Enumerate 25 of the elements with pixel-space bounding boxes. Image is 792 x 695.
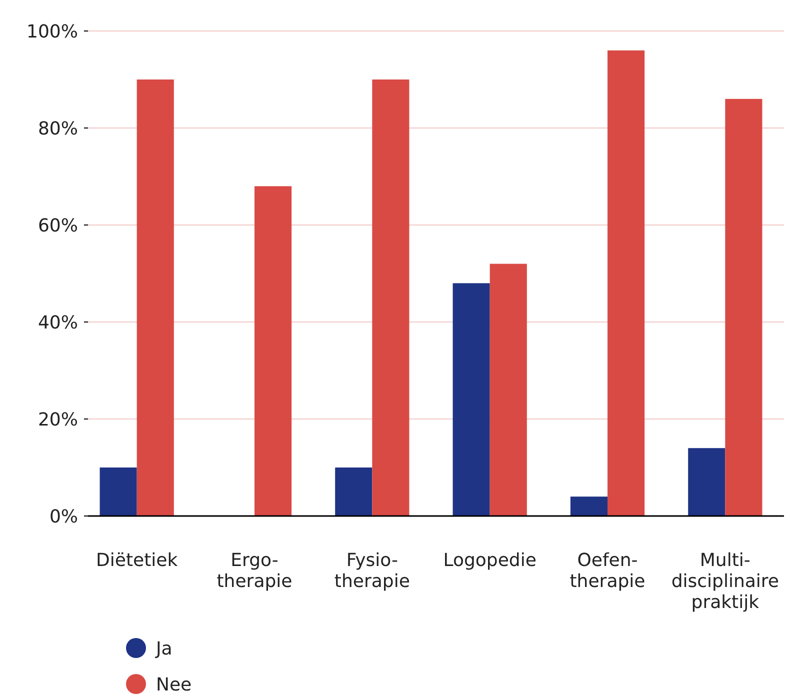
bar [608,50,645,516]
bar [688,448,726,516]
legend-label: Nee [156,674,192,695]
x-tick-label: Multi- disciplinaire praktijk [671,550,779,613]
bar [100,468,137,516]
y-tick-label: 100% [26,21,78,42]
y-tick-label: 60% [38,215,78,236]
x-tick-label: Oefen- therapie [570,550,646,592]
y-tick-label: 0% [49,506,78,528]
x-tick-label: Diëtetiek [96,550,178,571]
bar [372,80,410,516]
bar [452,283,490,516]
x-tick-label: Logopedie [443,550,536,571]
bar [136,80,174,516]
y-tick-label: 20% [38,409,78,430]
bar [335,468,372,516]
bar [570,496,608,516]
y-tick-label: 80% [38,118,78,140]
bar [490,264,527,516]
x-tick-label: Ergo- therapie [216,550,292,592]
bar [254,186,292,516]
x-tick-label: Fysio- therapie [334,550,410,592]
bar [725,98,762,516]
y-tick-label: 40% [38,312,78,334]
legend-label: Ja [155,638,172,660]
